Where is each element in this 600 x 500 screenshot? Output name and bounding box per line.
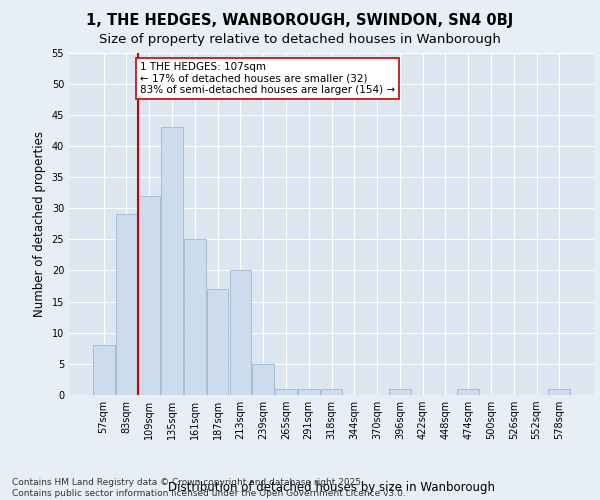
Bar [548,389,570,395]
Bar [139,196,160,395]
Bar [320,389,343,395]
Bar [161,127,183,395]
Bar [230,270,251,395]
Text: Contains HM Land Registry data © Crown copyright and database right 2025.
Contai: Contains HM Land Registry data © Crown c… [12,478,406,498]
Bar [184,240,206,395]
Text: 1, THE HEDGES, WANBOROUGH, SWINDON, SN4 0BJ: 1, THE HEDGES, WANBOROUGH, SWINDON, SN4 … [86,12,514,28]
Bar [253,364,274,395]
X-axis label: Distribution of detached houses by size in Wanborough: Distribution of detached houses by size … [168,481,495,494]
Text: Size of property relative to detached houses in Wanborough: Size of property relative to detached ho… [99,32,501,46]
Bar [116,214,137,395]
Text: 1 THE HEDGES: 107sqm
← 17% of detached houses are smaller (32)
83% of semi-detac: 1 THE HEDGES: 107sqm ← 17% of detached h… [140,62,395,95]
Bar [389,389,410,395]
Bar [298,389,320,395]
Bar [207,289,229,395]
Bar [93,345,115,395]
Bar [275,389,297,395]
Y-axis label: Number of detached properties: Number of detached properties [33,130,46,317]
Bar [457,389,479,395]
